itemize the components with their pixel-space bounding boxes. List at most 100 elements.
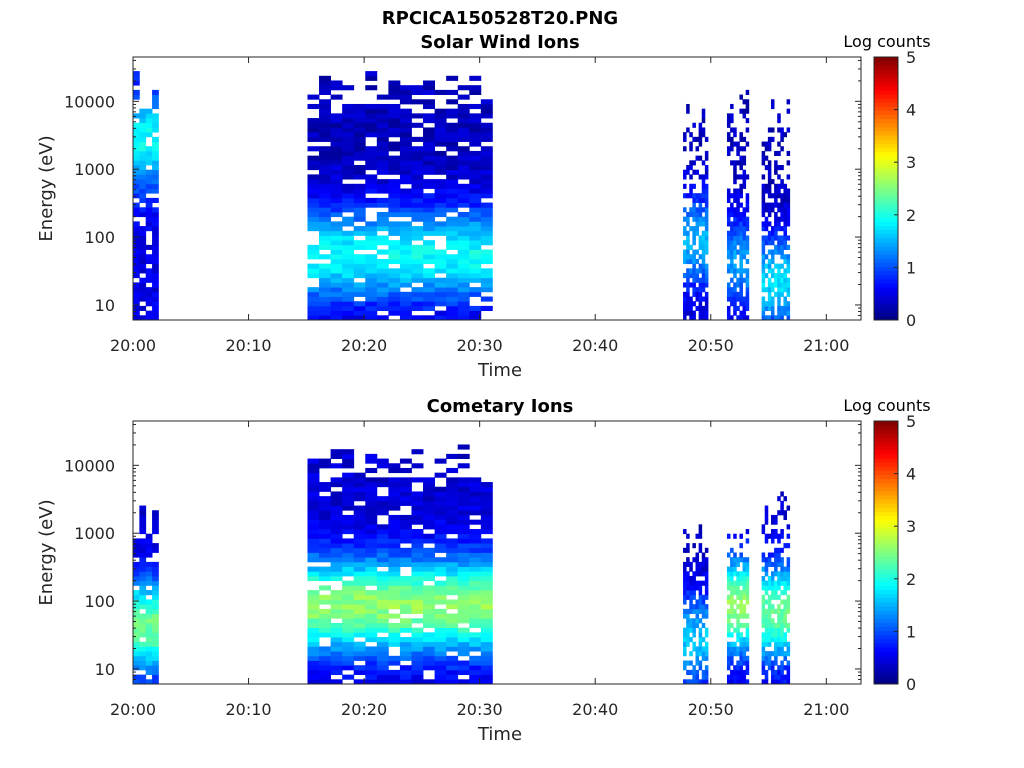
heatmap-cell <box>480 230 493 236</box>
heatmap-cell <box>767 211 772 218</box>
heatmap-cell <box>133 679 140 685</box>
heatmap-cell <box>770 594 775 600</box>
heatmap-cell <box>704 632 709 638</box>
heatmap-cell <box>469 103 482 110</box>
heatmap-cell <box>388 193 401 199</box>
colorbar-step <box>874 470 898 475</box>
heatmap-cell <box>423 651 435 657</box>
heatmap-cell <box>730 585 734 591</box>
heatmap-cell <box>330 263 343 269</box>
heatmap-cell <box>399 291 412 297</box>
heatmap-cell <box>388 561 401 567</box>
heatmap-cell <box>745 291 750 297</box>
heatmap-cell <box>307 188 320 194</box>
heatmap-cell <box>480 510 493 516</box>
heatmap-cell <box>319 524 331 530</box>
heatmap-cell <box>689 296 693 302</box>
heatmap-cell <box>745 538 750 544</box>
heatmap-cell <box>446 669 459 676</box>
heatmap-cell <box>423 477 435 483</box>
heatmap-cell <box>365 165 378 171</box>
heatmap-cell <box>446 141 459 147</box>
heatmap-cell <box>780 547 784 553</box>
heatmap-cell <box>399 315 412 321</box>
heatmap-cell <box>139 165 147 171</box>
heatmap-cell <box>423 552 435 558</box>
heatmap-cell <box>730 287 734 293</box>
heatmap-cell <box>695 291 700 297</box>
heatmap-cell <box>330 301 343 307</box>
heatmap-cell <box>145 150 153 157</box>
heatmap-cell <box>365 103 378 110</box>
heatmap-cell <box>423 160 435 166</box>
heatmap-cell <box>739 282 743 288</box>
heatmap-cell <box>730 235 734 241</box>
heatmap-cell <box>777 188 781 194</box>
heatmap-cell <box>692 585 696 591</box>
heatmap-cell <box>698 141 703 147</box>
heatmap-cell <box>145 146 153 152</box>
heatmap-cell <box>745 235 750 241</box>
heatmap-cell <box>457 627 470 633</box>
heatmap-cell <box>683 590 687 596</box>
heatmap-cell <box>411 211 424 218</box>
heatmap-cell <box>319 660 331 666</box>
heatmap-cell <box>692 557 696 563</box>
heatmap-cell <box>139 679 147 685</box>
heatmap-cell <box>761 637 766 643</box>
heatmap-cell <box>786 557 791 563</box>
heatmap-cell <box>342 310 355 316</box>
heatmap-cell <box>307 146 320 152</box>
heatmap-cell <box>145 221 153 227</box>
heatmap-cell <box>133 599 140 605</box>
heatmap-cell <box>480 594 493 600</box>
heatmap-cell <box>739 646 743 652</box>
heatmap-cell <box>780 240 784 246</box>
heatmap-cell <box>701 604 706 610</box>
heatmap-cell <box>152 207 159 213</box>
heatmap-cell <box>783 216 787 222</box>
heatmap-cell <box>726 613 731 619</box>
heatmap-cell <box>786 561 791 567</box>
colorbar-step <box>874 585 898 590</box>
heatmap-cell <box>764 207 769 213</box>
heatmap-cell <box>376 585 389 591</box>
heatmap-cell <box>745 679 750 685</box>
heatmap-cell <box>152 113 159 119</box>
heatmap-cell <box>770 230 775 236</box>
heatmap-cell <box>698 235 703 241</box>
heatmap-cell <box>145 127 153 133</box>
heatmap-cell <box>777 193 781 199</box>
colorbar-step <box>874 474 898 480</box>
heatmap-cell <box>133 291 140 297</box>
heatmap-cell <box>423 524 435 530</box>
heatmap-cell <box>388 188 401 194</box>
colorbar-step <box>874 589 898 595</box>
colorbar-step <box>874 605 898 611</box>
heatmap-cell <box>770 305 775 312</box>
heatmap-cell <box>736 590 740 596</box>
heatmap-cell <box>399 637 412 643</box>
heatmap-cell <box>469 491 482 497</box>
heatmap-cell <box>695 566 700 572</box>
heatmap-cell <box>139 315 147 321</box>
heatmap-cell <box>319 118 331 124</box>
heatmap-cell <box>388 505 401 511</box>
colorbar-step <box>874 597 898 603</box>
heatmap-cell <box>767 622 772 629</box>
heatmap-cell <box>446 230 459 236</box>
heatmap-cell <box>480 669 493 676</box>
heatmap-cell <box>770 258 775 265</box>
heatmap-cell <box>376 618 389 624</box>
heatmap-cell <box>733 571 737 577</box>
heatmap-cell <box>307 590 320 596</box>
heatmap-cell <box>764 141 769 147</box>
heatmap-cell <box>330 529 343 535</box>
heatmap-cell <box>692 287 696 293</box>
heatmap-cell <box>695 608 700 614</box>
heatmap-cell <box>761 580 766 586</box>
heatmap-cell <box>774 291 778 297</box>
heatmap-cell <box>726 632 731 638</box>
heatmap-cell <box>388 637 401 643</box>
heatmap-cell <box>686 557 690 563</box>
